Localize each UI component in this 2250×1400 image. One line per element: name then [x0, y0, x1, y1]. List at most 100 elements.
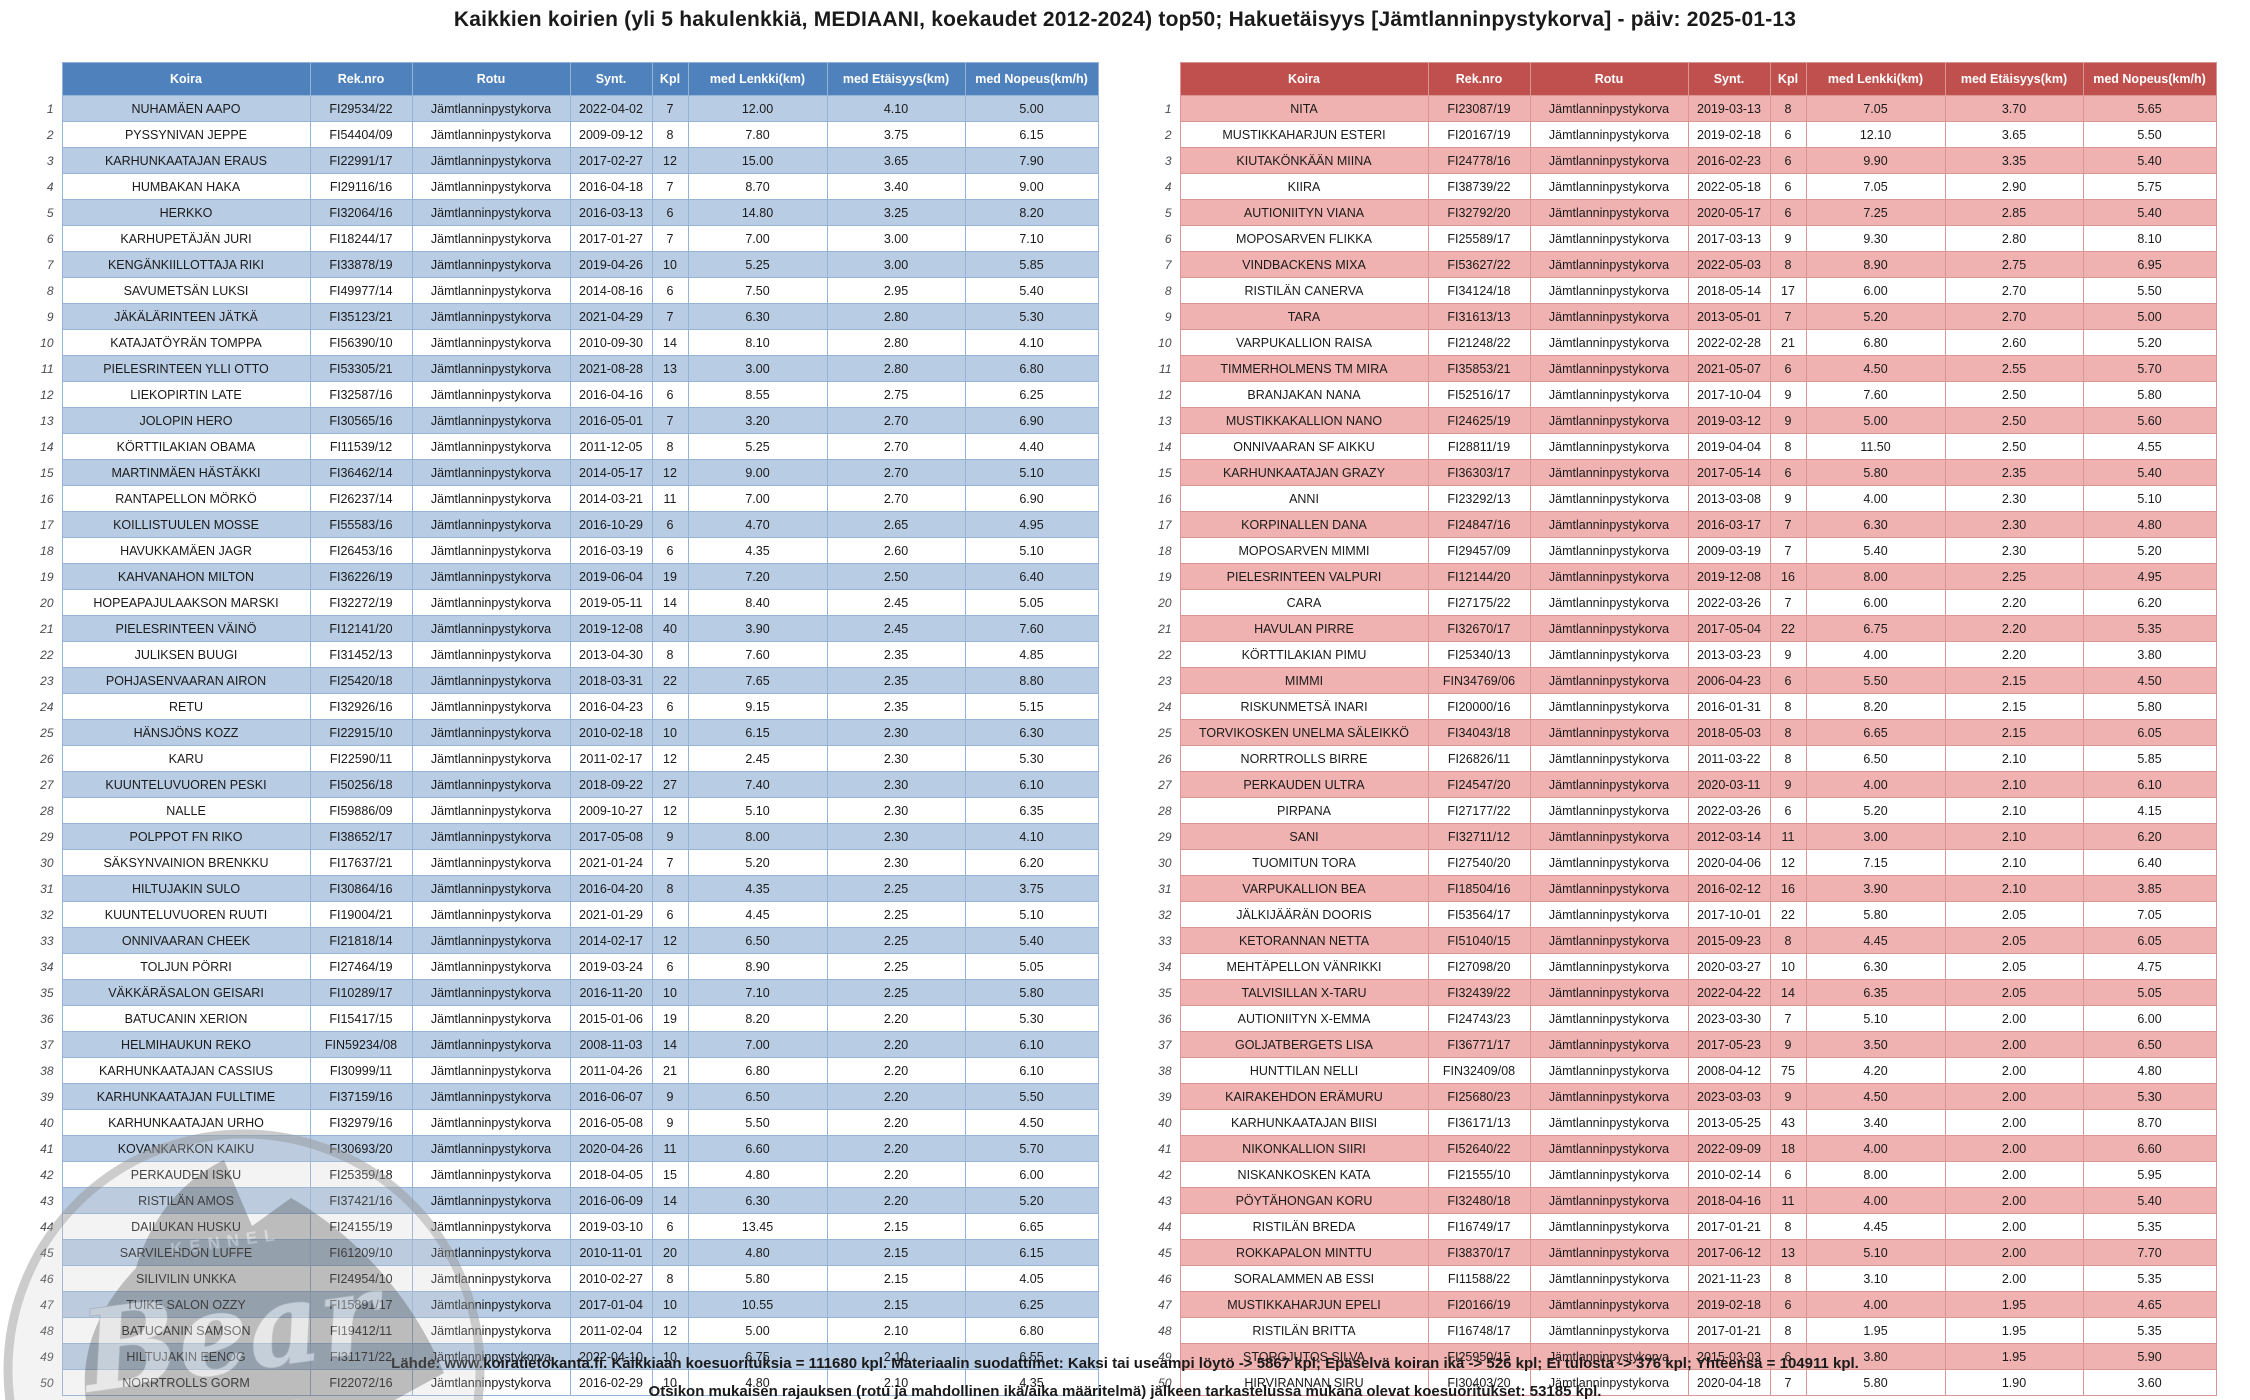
col-header-1: Rek.nro [1427, 62, 1531, 96]
synt-cell: 2010-02-18 [569, 719, 653, 746]
rotu-cell: Jämtlanninpystykorva [411, 537, 571, 564]
rotu-cell: Jämtlanninpystykorva [1529, 823, 1689, 850]
kpl-cell: 6 [1769, 459, 1807, 486]
rank-cell: 2 [1164, 127, 1172, 142]
etaisyys-cell: 2.30 [1944, 537, 2084, 564]
etaisyys-cell: 2.25 [826, 953, 966, 980]
synt-cell: 2017-05-23 [1687, 1031, 1771, 1058]
rotu-cell: Jämtlanninpystykorva [411, 1239, 571, 1266]
table-row: 48 BATUCANIN SAMSON FI19412/11 Jämtlanninpy… [32, 1317, 1099, 1344]
koira-cell: KIIRA [1179, 173, 1429, 200]
rank-cell: 32 [1158, 907, 1172, 922]
nopeus-cell: 5.50 [2082, 277, 2217, 304]
rotu-cell: Jämtlanninpystykorva [1529, 927, 1689, 954]
synt-cell: 2015-09-23 [1687, 927, 1771, 954]
table-row: 5 HERKKO FI32064/16 Jämtlanninpystykorva 201… [32, 199, 1099, 226]
etaisyys-cell: 2.00 [1944, 1265, 2084, 1292]
koira-cell: NUHAMÄEN AAPO [61, 95, 311, 122]
koira-cell: NIKONKALLION SIIRI [1179, 1135, 1429, 1162]
lenkki-cell: 8.90 [1805, 251, 1946, 278]
nopeus-cell: 4.50 [2082, 667, 2217, 694]
koira-cell: PIRPANA [1179, 797, 1429, 824]
nopeus-cell: 6.95 [2082, 251, 2217, 278]
rotu-cell: Jämtlanninpystykorva [1529, 147, 1689, 174]
koira-cell: PIELESRINTEEN VALPURI [1179, 563, 1429, 590]
rotu-cell: Jämtlanninpystykorva [411, 719, 571, 746]
table-row: 9 JÄKÄLÄRINTEEN JÄTKÄ FI35123/21 Jämtlannin… [32, 303, 1099, 330]
lenkki-cell: 5.50 [687, 1109, 828, 1136]
synt-cell: 2022-04-02 [569, 95, 653, 122]
rank-cell: 38 [40, 1063, 54, 1078]
table-row: 21 HAVULAN PIRRE FI32670/17 Jämtlanninpysty… [1150, 615, 2217, 642]
rank-cell: 45 [1158, 1245, 1172, 1260]
rotu-cell: Jämtlanninpystykorva [1529, 1369, 1689, 1396]
etaisyys-cell: 2.30 [1944, 511, 2084, 538]
rotu-cell: Jämtlanninpystykorva [1529, 199, 1689, 226]
nopeus-cell: 3.80 [2082, 641, 2217, 668]
reknro-cell: FI24155/19 [309, 1213, 413, 1240]
reknro-cell: FI21555/10 [1427, 1161, 1531, 1188]
kpl-cell: 7 [651, 849, 689, 876]
kpl-cell: 7 [651, 173, 689, 200]
synt-cell: 2019-06-04 [569, 563, 653, 590]
table-row: 6 KARHUPETÄJÄN JURI FI18244/17 Jämtlanninpy… [32, 225, 1099, 252]
nopeus-cell: 6.40 [964, 563, 1099, 590]
rotu-cell: Jämtlanninpystykorva [1529, 693, 1689, 720]
reknro-cell: FI36462/14 [309, 459, 413, 486]
koira-cell: VÄKKÄRÄSALON GEISARI [61, 979, 311, 1006]
table-row: 42 PERKAUDEN ISKU FI25359/18 Jämtlanninpyst… [32, 1161, 1099, 1188]
reknro-cell: FI31452/13 [309, 641, 413, 668]
nopeus-cell: 4.50 [964, 1109, 1099, 1136]
synt-cell: 2013-04-30 [569, 641, 653, 668]
koira-cell: KORPINALLEN DANA [1179, 511, 1429, 538]
etaisyys-cell: 2.30 [826, 719, 966, 746]
koira-cell: JOLOPIN HERO [61, 407, 311, 434]
synt-cell: 2019-12-08 [569, 615, 653, 642]
koira-cell: LIEKOPIRTIN LATE [61, 381, 311, 408]
synt-cell: 2006-04-23 [1687, 667, 1771, 694]
rotu-cell: Jämtlanninpystykorva [1529, 459, 1689, 486]
nopeus-cell: 4.95 [964, 511, 1099, 538]
rank-cell: 10 [1158, 335, 1172, 350]
table-row: 23 POHJASENVAARAN AIRON FI25420/18 Jämtlann… [32, 667, 1099, 694]
table-row: 12 BRANJAKAN NANA FI52516/17 Jämtlanninpyst… [1150, 381, 2217, 408]
table-row: 18 HAVUKKAMÄEN JAGR FI26453/16 Jämtlanninpy… [32, 537, 1099, 564]
nopeus-cell: 6.00 [964, 1161, 1099, 1188]
lenkki-cell: 5.80 [1805, 1369, 1946, 1396]
lenkki-cell: 4.50 [1805, 355, 1946, 382]
col-header-7: med Nopeus(km/h) [964, 62, 1099, 96]
reknro-cell: FI38652/17 [309, 823, 413, 850]
nopeus-cell: 5.30 [2082, 1083, 2217, 1110]
lenkki-cell: 4.70 [687, 511, 828, 538]
nopeus-cell: 5.40 [964, 277, 1099, 304]
rank-cell: 14 [40, 439, 54, 454]
rank-cell: 41 [40, 1141, 54, 1156]
reknro-cell: FI61209/10 [309, 1239, 413, 1266]
rank-cell: 35 [1158, 985, 1172, 1000]
rotu-cell: Jämtlanninpystykorva [1529, 277, 1689, 304]
synt-cell: 2014-05-17 [569, 459, 653, 486]
etaisyys-cell: 2.50 [1944, 407, 2084, 434]
koira-cell: POHJASENVAARAN AIRON [61, 667, 311, 694]
synt-cell: 2018-04-16 [1687, 1187, 1771, 1214]
nopeus-cell: 8.20 [964, 199, 1099, 226]
rank-cell: 4 [46, 179, 54, 194]
rotu-cell: Jämtlanninpystykorva [1529, 745, 1689, 772]
koira-cell: KATAJATÖYRÄN TOMPPA [61, 329, 311, 356]
rank-cell: 35 [40, 985, 54, 1000]
kpl-cell: 8 [1769, 95, 1807, 122]
synt-cell: 2010-11-01 [569, 1239, 653, 1266]
table-row: 16 ANNI FI23292/13 Jämtlanninpystykorva 2013… [1150, 485, 2217, 512]
kpl-cell: 11 [651, 1135, 689, 1162]
rank-cell: 37 [1158, 1037, 1172, 1052]
nopeus-cell: 5.40 [2082, 1187, 2217, 1214]
lenkki-cell: 5.10 [687, 797, 828, 824]
lenkki-cell: 4.00 [1805, 485, 1946, 512]
lenkki-cell: 3.90 [687, 615, 828, 642]
rank-cell: 16 [1158, 491, 1172, 506]
rank-cell: 31 [40, 881, 54, 896]
kpl-cell: 8 [1769, 251, 1807, 278]
table-row: 1 NITA FI23087/19 Jämtlanninpystykorva 2019-… [1150, 95, 2217, 122]
reknro-cell: FI52516/17 [1427, 381, 1531, 408]
rotu-cell: Jämtlanninpystykorva [411, 771, 571, 798]
